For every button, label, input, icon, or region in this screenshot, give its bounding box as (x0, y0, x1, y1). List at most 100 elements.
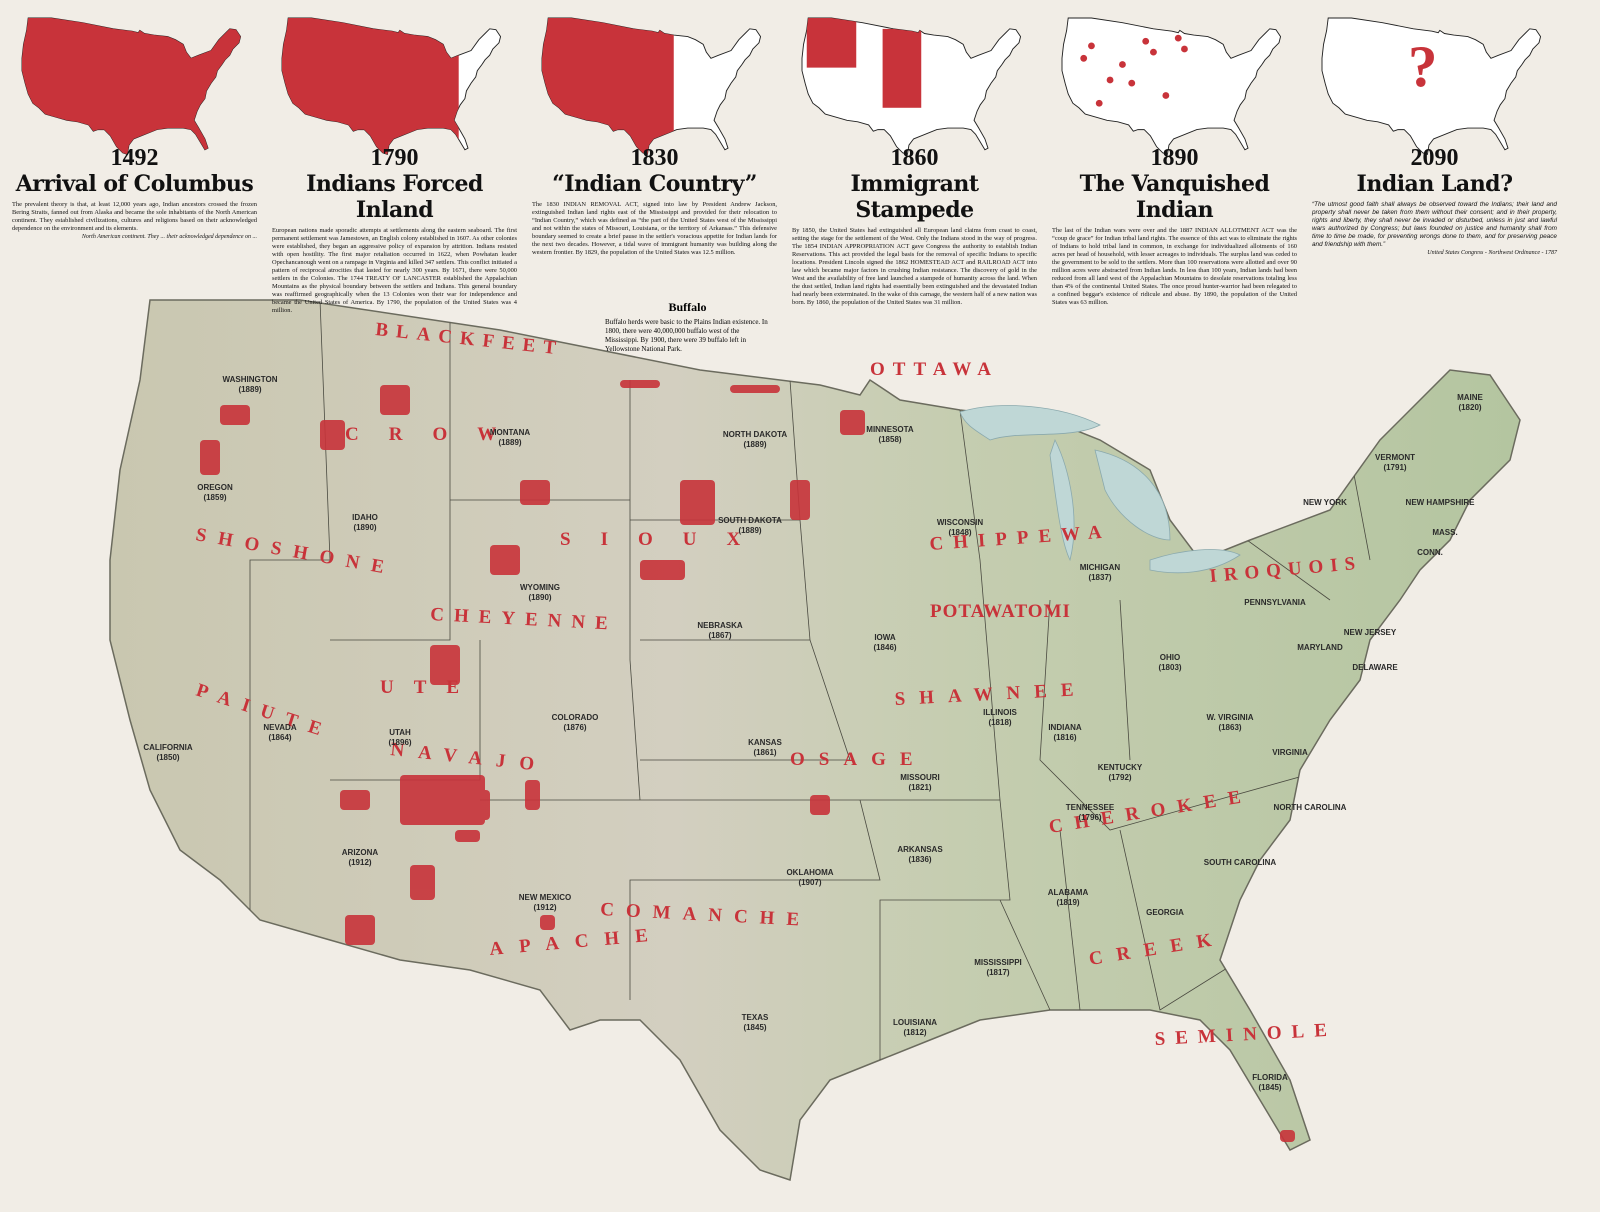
state-name: ILLINOIS (983, 708, 1017, 717)
thumb-reservation (1095, 99, 1103, 107)
panel-text: “The utmost good faith shall always be o… (1312, 201, 1557, 248)
panel-note: United States Congress - Northwest Ordin… (1427, 250, 1557, 256)
state-name: OHIO (1160, 653, 1180, 662)
panel-title: The Vanquished Indian (1079, 171, 1270, 223)
panel-text: The 1830 INDIAN REMOVAL ACT, signed into… (532, 201, 777, 256)
thumb-reservation (1181, 45, 1188, 53)
panel-title: Immigrant Stampede (850, 171, 979, 223)
buffalo-title: Buffalo (668, 300, 707, 314)
state-year: (1861) (753, 748, 776, 757)
history-thumbnails: ? (21, 17, 1542, 155)
state-year: (1912) (533, 903, 556, 912)
tribe-label: CROW (345, 424, 526, 445)
thumbnail (541, 17, 762, 155)
reservation (455, 830, 480, 842)
state-year: (1890) (528, 593, 551, 602)
thumbnail (1061, 17, 1282, 155)
reservation (320, 420, 345, 450)
reservations (200, 380, 1295, 1142)
reservation (220, 405, 250, 425)
reservation (380, 385, 410, 415)
state-year: (1867) (708, 631, 731, 640)
state-name: SOUTH CAROLINA (1204, 858, 1277, 867)
panel-title: Indian Land? (1356, 171, 1513, 197)
tribe-label: OSAGE (790, 749, 927, 770)
tribe-label: POTAWATOMI (930, 601, 1071, 622)
state-name: IDAHO (352, 513, 378, 522)
reservation (790, 480, 810, 520)
state-name: COLORADO (552, 713, 599, 722)
panel: 1860 Immigrant Stampede By 1850, the Unite… (792, 145, 1037, 307)
state-year: (1864) (268, 733, 291, 742)
reservation (840, 410, 865, 435)
state-name: NEW MEXICO (519, 893, 571, 902)
state-name: INDIANA (1048, 723, 1082, 732)
panel-year: 1890 (1150, 145, 1199, 171)
panel-year: 1860 (890, 145, 939, 171)
state-name: OKLAHOMA (786, 868, 833, 877)
thumbnail (21, 17, 242, 155)
panel-title: Arrival of Columbus (15, 171, 254, 197)
state-name: NEW YORK (1303, 498, 1347, 507)
state-year: (1845) (743, 1023, 766, 1032)
reservation (730, 385, 780, 393)
state-name: NEW HAMPSHIRE (1406, 498, 1476, 507)
thumbnail (281, 17, 502, 155)
state-name: DELAWARE (1352, 663, 1398, 672)
state-year: (1907) (798, 878, 821, 887)
state-name: MASS. (1432, 528, 1457, 537)
panel-year: 2090 (1410, 145, 1459, 171)
state-name: TEXAS (742, 1013, 769, 1022)
state-name: TENNESSEE (1066, 803, 1115, 812)
state-name: WYOMING (520, 583, 560, 592)
reservation (540, 915, 555, 930)
state-name: NEW JERSEY (1344, 628, 1397, 637)
panel: 1890 The Vanquished Indian The last of the… (1052, 145, 1297, 307)
thumb-reservation (1142, 37, 1150, 45)
state-year: (1889) (743, 440, 766, 449)
tribe-label: UTE (380, 677, 479, 698)
state-year: (1912) (348, 858, 371, 867)
state-name: KANSAS (748, 738, 782, 747)
reservation (620, 380, 660, 388)
state-year: (1890) (353, 523, 376, 532)
thumb-reservation (1150, 48, 1157, 56)
panel-text: By 1850, the United States had extinguis… (792, 227, 1037, 306)
state-name: PENNSYLVANIA (1244, 598, 1306, 607)
state-year: (1846) (873, 643, 896, 652)
state-name: NEVADA (263, 723, 296, 732)
state-name: ALABAMA (1048, 888, 1089, 897)
state-year: (1803) (1158, 663, 1181, 672)
state-year: (1816) (1053, 733, 1076, 742)
state-name: MAINE (1457, 393, 1483, 402)
state-year: (1812) (903, 1028, 926, 1037)
reservation (490, 545, 520, 575)
state-name: NORTH DAKOTA (723, 430, 788, 439)
thumb-reservation (1162, 92, 1170, 99)
reservation (680, 480, 715, 525)
state-name: IOWA (874, 633, 896, 642)
state-year: (1863) (1218, 723, 1241, 732)
thumb-reservation (1128, 79, 1136, 87)
thumb-outline (1061, 17, 1282, 155)
reservation (1280, 1130, 1295, 1142)
state-year: (1792) (1108, 773, 1131, 782)
state-year: (1817) (986, 968, 1009, 977)
panel-year: 1790 (370, 145, 419, 171)
state-year: (1896) (388, 738, 411, 747)
state-name: VERMONT (1375, 453, 1415, 462)
panel-title: Indians Forced Inland (306, 171, 483, 223)
state-year: (1820) (1458, 403, 1481, 412)
reservation (460, 790, 490, 820)
reservation (640, 560, 685, 580)
panel-text: European nations made sporadic attempts … (272, 227, 517, 314)
state-year: (1889) (738, 526, 761, 535)
thumbnail (801, 17, 1022, 155)
state-name: CALIFORNIA (143, 743, 193, 752)
state-name: OREGON (197, 483, 233, 492)
thumb-reservation (1088, 42, 1095, 50)
state-name: W. VIRGINIA (1206, 713, 1253, 722)
state-year: (1819) (1056, 898, 1079, 907)
